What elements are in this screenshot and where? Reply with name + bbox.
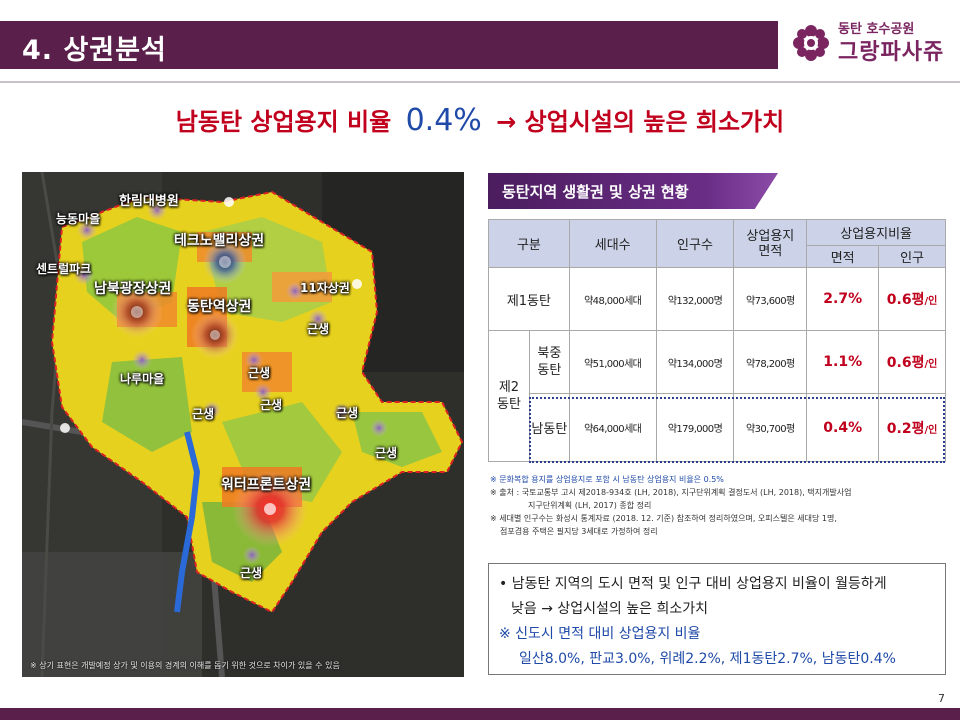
cell-area-ratio: 1.1%	[806, 330, 880, 394]
cell-households: 약64,000세대	[568, 393, 657, 462]
commercial-ratio-table: 구분 세대수 인구수 상업용지 면적 상업용지비율 면적 인구 제1동탄 약48…	[488, 219, 946, 462]
cell-households: 약48,000세대	[568, 267, 657, 331]
page-title: 4. 상권분석	[22, 35, 167, 66]
header: 4. 상권분석 동탄 호수공원 그랑파사쥬	[0, 0, 960, 83]
header-by-area: 면적	[806, 245, 880, 268]
cell-pop-ratio: 0.6평/인	[878, 330, 946, 394]
map-label-waterfront: 워터프론트상권	[221, 477, 312, 493]
section-tab: 동탄지역 생활권 및 상권 현황	[488, 173, 778, 209]
map-disclaimer: ※ 상기 표현은 개발예정 상가 및 이용의 경계의 이해를 돕기 위한 것으로…	[30, 661, 340, 670]
header-divider	[0, 81, 960, 83]
table-row: 제2 동탄 북중 동탄 약51,000세대 약134,000명 약78,200평…	[488, 330, 946, 462]
cell-population: 약132,000명	[655, 267, 735, 331]
table-row-highlight: 남동탄 약64,000세대 약179,000명 약30,700평 0.4% 0.…	[489, 393, 946, 462]
logo-name: 그랑파사쥬	[838, 40, 945, 65]
footnote: 지구단위계획 (LH, 2017) 종합 정리	[528, 501, 652, 510]
row-name: 제1동탄	[488, 267, 570, 331]
map-label-naru: 나루마을	[120, 372, 165, 386]
map-label-neungdong: 능동마을	[56, 212, 101, 226]
logo: 동탄 호수공원 그랑파사쥬	[788, 14, 958, 66]
header-by-population: 인구	[878, 245, 946, 268]
section-tab-label: 동탄지역 생활권 및 상권 현황	[502, 183, 689, 201]
cell-pop-ratio: 0.2평/인	[878, 393, 946, 462]
headline-prefix: 남동탄 상업용지 비율	[175, 108, 392, 136]
map-label-neighborhood-5: 근생	[336, 406, 359, 420]
header-division: 구분	[488, 219, 570, 268]
commercial-area-map: 한림대병원 능동마을 테크노밸리상권 센트럴파크 남북광장상권 11자상권 동탄…	[22, 172, 464, 677]
cell-area: 약73,600평	[733, 267, 808, 331]
row-name: 남동탄	[528, 393, 570, 462]
footer-bar	[0, 708, 960, 720]
logo-subtitle: 동탄 호수공원	[838, 22, 915, 37]
cell-area-ratio: 0.4%	[806, 393, 880, 462]
cell-pop-ratio: 0.6평/인	[878, 267, 946, 331]
summary-box: • 남동탄 지역의 도시 면적 및 인구 대비 상업용지 비율이 월등하게 낮음…	[488, 563, 946, 675]
cell-area: 약78,200평	[733, 330, 808, 394]
cell-area: 약30,700평	[733, 393, 808, 462]
table-row: 제1동탄 약48,000세대 약132,000명 약73,600평 2.7% 0…	[488, 267, 946, 331]
footnote: ※ 세대별 인구수는 화성시 통계자료 (2018. 12. 기준) 참조하여 …	[490, 514, 837, 523]
map-label-hanlim-hospital: 한림대병원	[119, 194, 179, 209]
table-subheader-row: 면적 인구	[489, 245, 946, 268]
footnotes: ※ 문화복합 용지를 상업용지로 포함 시 남동탄 상업용지 비율은 0.5% …	[490, 473, 950, 538]
map-label-neighborhood-3: 근생	[260, 398, 283, 412]
header-ratio: 상업용지비율	[806, 219, 946, 246]
row-group: 제2 동탄	[488, 330, 530, 462]
map-label-neighborhood-6: 근생	[375, 446, 398, 460]
header-households: 세대수	[568, 219, 657, 268]
headline-value: 0.4%	[405, 103, 482, 138]
header-area: 상업용지 면적	[733, 219, 808, 268]
summary-reference-title: ※ 신도시 면적 대비 상업용지 비율	[499, 626, 701, 642]
map-label-11ja: 11자상권	[300, 281, 350, 295]
headline-suffix: → 상업시설의 높은 희소가치	[496, 108, 785, 136]
map-label-neighborhood-7: 근생	[240, 566, 263, 580]
cell-households: 약51,000세대	[568, 330, 657, 394]
map-label-central-park: 센트럴파크	[36, 262, 92, 276]
map-label-neighborhood-4: 근생	[192, 407, 215, 421]
cell-population: 약179,000명	[655, 393, 735, 462]
footnote: ※ 출처 : 국토교통부 고시 제2018-934호 (LH, 2018), 지…	[490, 488, 852, 497]
title-bar	[0, 21, 778, 69]
summary-reference-values: 일산8.0%, 판교3.0%, 위례2.2%, 제1동탄2.7%, 남동탄0.4…	[519, 651, 896, 667]
map-label-techno-valley: 테크노밸리상권	[174, 233, 265, 249]
footnote: ※ 문화복합 용지를 상업용지로 포함 시 남동탄 상업용지 비율은 0.5%	[490, 475, 724, 484]
map-label-neighborhood-2: 근생	[248, 366, 271, 380]
cell-area-ratio: 2.7%	[806, 267, 880, 331]
summary-line: 낮음 → 상업시설의 높은 희소가치	[511, 601, 708, 617]
cell-population: 약134,000명	[655, 330, 735, 394]
row-name: 북중 동탄	[528, 330, 570, 394]
page-number: 7	[938, 692, 945, 705]
map-label-nambuk-plaza: 남북광장상권	[94, 281, 172, 297]
table-header-row: 구분 세대수 인구수 상업용지 면적 상업용지비율	[488, 219, 946, 268]
flower-logo-icon	[793, 25, 829, 61]
header-population: 인구수	[655, 219, 735, 268]
headline: 남동탄 상업용지 비율 0.4% → 상업시설의 높은 희소가치	[0, 102, 960, 138]
map-label-dongtan-station: 동탄역상권	[187, 299, 252, 315]
footnote: 점포겸용 주택은 필지당 3세대로 가정하여 정리	[500, 527, 658, 536]
map-graphic	[22, 172, 464, 677]
map-label-neighborhood-1: 근생	[307, 322, 330, 336]
summary-line: • 남동탄 지역의 도시 면적 및 인구 대비 상업용지 비율이 월등하게	[499, 576, 887, 592]
